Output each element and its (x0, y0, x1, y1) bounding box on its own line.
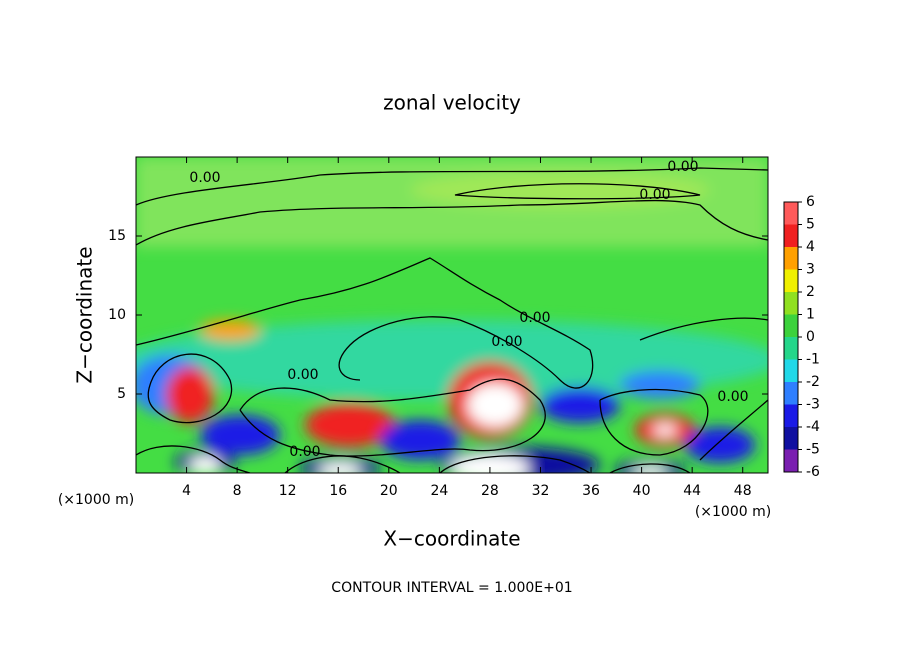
x-axis-label: X−coordinate (383, 527, 520, 551)
x-tick-label: 8 (233, 483, 242, 499)
contour-label: 0.00 (491, 334, 522, 350)
colorbar-tick-label: -6 (806, 464, 820, 480)
contour-label: 0.00 (717, 389, 748, 405)
contour-label: 0.00 (289, 444, 320, 460)
colorbar-tick-label: 6 (806, 194, 815, 210)
field (136, 157, 768, 473)
colorbar-tick-label: -3 (806, 397, 820, 413)
x-tick-label: 4 (182, 483, 191, 499)
x-unit-left: (×1000 m) (58, 492, 134, 508)
colorbar-band (784, 404, 798, 427)
colorbar-tick-label: 5 (806, 217, 815, 233)
colorbar-band (784, 449, 798, 472)
colorbar-tick-label: 0 (806, 329, 815, 345)
footer-note: CONTOUR INTERVAL = 1.000E+01 (331, 580, 572, 596)
colorbar-band (784, 359, 798, 382)
colorbar-tick-label: 1 (806, 307, 815, 323)
colorbar-band (784, 247, 798, 270)
x-tick-label: 28 (481, 483, 499, 499)
colorbar-tick-label: -4 (806, 419, 820, 435)
x-tick-label: 16 (329, 483, 347, 499)
contour-label: 0.00 (189, 170, 220, 186)
chart-title: zonal velocity (383, 91, 521, 115)
colorbar-band (784, 382, 798, 405)
x-tick-label: 40 (633, 483, 651, 499)
x-tick-label: 32 (532, 483, 550, 499)
contour-label: 0.00 (519, 310, 550, 326)
colorbar-tick-label: 3 (806, 262, 815, 278)
contour-label: 0.00 (639, 187, 670, 203)
field-blobs (136, 157, 768, 473)
colorbar-tick-label: 4 (806, 239, 815, 255)
colorbar-band (784, 269, 798, 292)
x-tick-label: 44 (683, 483, 701, 499)
colorbar-tick-label: -5 (806, 442, 820, 458)
colorbar-band (784, 427, 798, 450)
x-tick-label: 48 (734, 483, 752, 499)
colorbar-band (784, 314, 798, 337)
x-unit-right: (×1000 m) (695, 504, 771, 520)
x-tick-label: 20 (380, 483, 398, 499)
x-tick-label: 24 (430, 483, 448, 499)
colorbar-tick-label: 2 (806, 284, 815, 300)
x-tick-label: 36 (582, 483, 600, 499)
colorbar-band (784, 202, 798, 225)
colorbar-band (784, 224, 798, 247)
y-tick-label: 15 (108, 228, 126, 244)
x-tick-label: 12 (279, 483, 297, 499)
y-tick-label: 10 (108, 307, 126, 323)
contour-lines (136, 167, 768, 473)
colorbar-tick-label: -1 (806, 352, 820, 368)
colorbar-band (784, 292, 798, 315)
y-tick-label: 5 (117, 386, 126, 402)
contour-label: 0.00 (287, 367, 318, 383)
contour-label: 0.00 (667, 159, 698, 175)
colorbar-band (784, 337, 798, 360)
colorbar-tick-label: -2 (806, 374, 820, 390)
y-axis-label: Z−coordinate (73, 246, 97, 383)
